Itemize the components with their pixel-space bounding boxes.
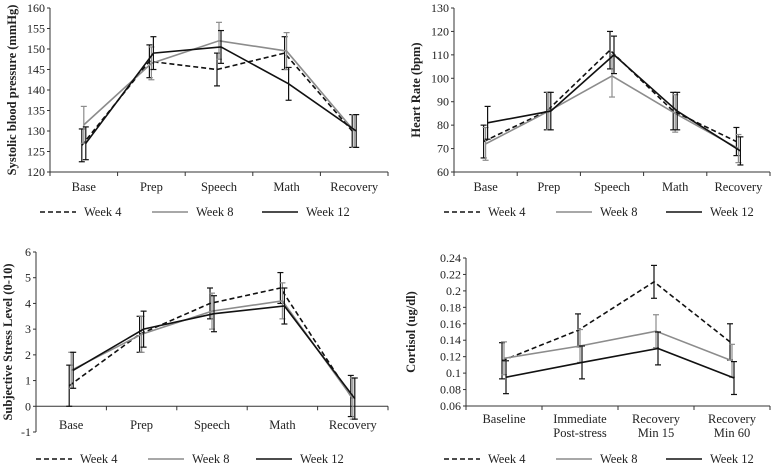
y-tick-label: 0.22 (440, 267, 461, 281)
y-tick-label: 80 (437, 118, 449, 132)
y-tick-label: 160 (27, 1, 45, 15)
y-tick-label: 110 (431, 48, 449, 62)
x-tick-label: Recovery (330, 180, 379, 194)
y-tick-label: 0.1 (446, 366, 461, 380)
series-week-12 (484, 35, 744, 166)
chart-2: 60 70 80 90 100 110 120 130 Base Prep Speech Math Re… (409, 1, 771, 219)
legend: Week 4 Week 8 Week 12 (444, 205, 754, 219)
y-tick-label: -1 (21, 425, 31, 439)
x-tick-label: Recovery Min 60 (708, 412, 757, 440)
y-tick-label: 150 (27, 42, 45, 56)
y-tick-label: 2 (25, 348, 31, 362)
x-tick-label: Math (273, 180, 300, 194)
series-week-4 (499, 264, 733, 380)
chart-3: -1 0 1 2 3 4 5 6 Base Prep Speech Math Recovery Subje… (1, 245, 389, 466)
series-line (501, 280, 731, 362)
y-tick-label: 125 (27, 145, 45, 159)
legend: Week 4 Week 8 Week 12 (40, 205, 350, 219)
legend-label: Week 8 (600, 452, 638, 466)
legend-label: Week 8 (600, 205, 638, 219)
legend-label: Week 8 (196, 205, 234, 219)
legend-label: Week 8 (192, 452, 230, 466)
x-tick-label: Prep (537, 180, 560, 194)
legend: Week 4 Week 8 Week 12 (444, 452, 754, 466)
y-tick-label: 0.14 (440, 333, 461, 347)
series-week-12 (70, 287, 358, 420)
x-tick-label: Base (59, 418, 84, 432)
series-line (503, 330, 733, 362)
y-tick-label: 0.16 (440, 317, 461, 331)
y-tick-label: 0.24 (440, 251, 461, 265)
y-tick-label: 0.06 (440, 399, 461, 413)
legend-label: Week 4 (80, 452, 118, 466)
y-tick-label: 140 (27, 83, 45, 97)
x-tick-label: Immediate Post-stress (553, 412, 607, 440)
series-week-8 (501, 314, 735, 378)
chart-1: 120 125 130 135 140 145 150 155 160 Base Prep Speec… (5, 1, 389, 219)
x-tick-label: Speech (594, 180, 631, 194)
y-tick-label: 155 (27, 22, 45, 36)
y-tick-label: 90 (437, 95, 449, 109)
x-tick-label: Prep (140, 180, 163, 194)
y-tick-label: 120 (27, 165, 45, 179)
x-tick-label: Recovery (714, 180, 763, 194)
legend-label: Week 4 (488, 205, 526, 219)
legend-label: Week 12 (306, 205, 350, 219)
x-tick-label: Prep (130, 418, 153, 432)
x-tick-label: Recovery Min 15 (632, 412, 681, 440)
y-tick-label: 5 (25, 271, 31, 285)
y-tick-label: 4 (25, 296, 31, 310)
y-tick-label: 145 (27, 63, 45, 77)
y-tick-label: 60 (437, 165, 449, 179)
legend-label: Week 12 (710, 205, 754, 219)
y-axis-label: Heart Rate (bpm) (409, 42, 423, 137)
legend-label: Week 4 (84, 205, 122, 219)
series-week-8 (80, 21, 358, 148)
x-tick-label: Base (72, 180, 97, 194)
series-line (505, 347, 735, 379)
y-tick-label: 0 (25, 399, 31, 413)
legend-label: Week 12 (300, 452, 344, 466)
chart-4: 0.06 0.08 0.1 0.12 0.14 0.16 0.18 0.2 0.22 0.24 Ba… (404, 251, 771, 466)
series-week-8 (68, 282, 356, 420)
y-axis-label: Systolic blood pressure (mmHg) (5, 5, 19, 176)
series-week-8 (482, 54, 742, 164)
y-tick-label: 3 (25, 322, 31, 336)
y-tick-label: 100 (431, 71, 449, 85)
x-tick-label: Recovery (329, 418, 378, 432)
y-tick-label: 135 (27, 104, 45, 118)
y-axis-label: Cortisol (ug/dl) (404, 291, 418, 373)
y-axis-label: Subjective Stress Level (0-10) (1, 263, 15, 420)
legend-label: Week 12 (710, 452, 754, 466)
x-tick-label: Speech (194, 418, 231, 432)
y-tick-label: 0.08 (440, 383, 461, 397)
series-week-4 (78, 36, 356, 163)
legend: Week 4 Week 8 Week 12 (36, 452, 344, 466)
y-tick-label: 0.12 (440, 350, 461, 364)
y-tick-label: 120 (431, 24, 449, 38)
y-tick-label: 0.2 (446, 284, 461, 298)
y-tick-label: 130 (27, 124, 45, 138)
series-week-12 (82, 29, 360, 161)
series-week-12 (503, 331, 737, 396)
y-tick-label: 6 (25, 245, 31, 259)
x-tick-label: Math (662, 180, 689, 194)
x-tick-label: Base (473, 180, 498, 194)
x-tick-label: Math (269, 418, 296, 432)
x-tick-label: Baseline (482, 412, 525, 426)
x-tick-label: Speech (201, 180, 238, 194)
y-tick-label: 1 (25, 374, 31, 388)
series-week-4 (480, 30, 740, 159)
y-tick-label: 130 (431, 1, 449, 15)
y-tick-label: 0.18 (440, 300, 461, 314)
legend-label: Week 4 (488, 452, 526, 466)
series-week-4 (66, 271, 354, 418)
y-tick-label: 70 (437, 142, 449, 156)
